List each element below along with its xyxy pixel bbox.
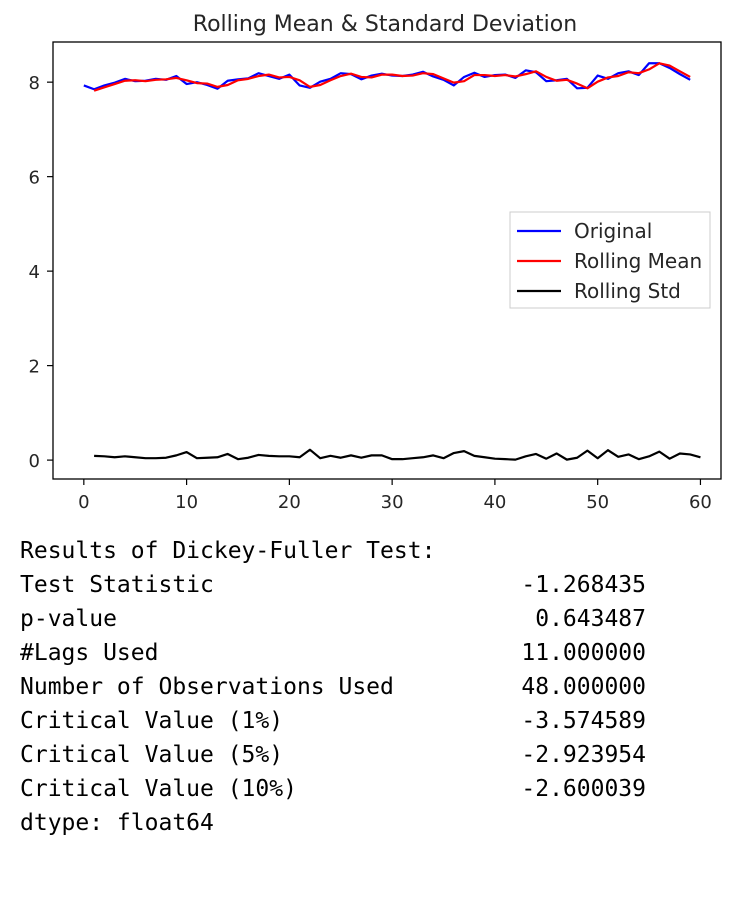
adf-row: Critical Value (1%) -3.574589 — [20, 704, 740, 738]
adf-row: Number of Observations Used 48.000000 — [20, 670, 740, 704]
dickey-fuller-results: Results of Dickey-Fuller Test: Test Stat… — [20, 534, 740, 840]
x-tick-label: 0 — [78, 492, 89, 513]
adf-row-value: -3.574589 — [521, 708, 646, 734]
chart-title: Rolling Mean & Standard Deviation — [193, 12, 577, 37]
legend-label-rolling-mean: Rolling Mean — [574, 249, 702, 273]
y-tick-label: 2 — [29, 357, 40, 378]
adf-rows: Test Statistic -1.268435 p-value 0.643487 #L… — [20, 568, 740, 806]
adf-row-label: Critical Value (5%) — [20, 742, 284, 768]
x-tick-label: 10 — [175, 492, 198, 513]
adf-dtype: dtype: float64 — [20, 810, 214, 836]
adf-row: Critical Value (5%) -2.923954 — [20, 738, 740, 772]
adf-row-value: -2.600039 — [521, 776, 646, 802]
adf-row-label: Test Statistic — [20, 572, 214, 598]
y-tick-label: 6 — [29, 168, 40, 189]
y-tick-label: 8 — [29, 73, 40, 94]
x-tick-label: 50 — [586, 492, 609, 513]
adf-row-label: #Lags Used — [20, 640, 159, 666]
y-tick-label: 4 — [29, 262, 40, 283]
adf-row: Test Statistic -1.268435 — [20, 568, 740, 602]
legend-label-rolling-std: Rolling Std — [574, 279, 681, 303]
x-tick-label: 30 — [381, 492, 404, 513]
plot-lines — [83, 62, 701, 461]
series-line-rolling-mean — [93, 62, 691, 92]
y-tick-label: 0 — [29, 451, 40, 472]
adf-row-value: -2.923954 — [521, 742, 646, 768]
adf-row: #Lags Used 11.000000 — [20, 636, 740, 670]
legend: Original Rolling Mean Rolling Std — [509, 211, 711, 309]
adf-row-label: Critical Value (10%) — [20, 776, 297, 802]
adf-row-value: 11.000000 — [521, 640, 646, 666]
x-tick-label: 60 — [689, 492, 712, 513]
x-axis: 0 10 20 30 40 50 60 — [78, 479, 712, 513]
plot-frame — [52, 41, 722, 480]
adf-header: Results of Dickey-Fuller Test: — [20, 538, 436, 564]
series-line-rolling-std — [94, 448, 701, 461]
y-axis: 0 2 4 6 8 — [29, 73, 53, 472]
adf-row-label: Critical Value (1%) — [20, 708, 284, 734]
adf-row-value: 48.000000 — [521, 674, 646, 700]
legend-label-original: Original — [574, 219, 652, 243]
x-tick-label: 40 — [483, 492, 506, 513]
x-tick-label: 20 — [278, 492, 301, 513]
adf-row-value: -1.268435 — [521, 572, 646, 598]
series-line-original — [83, 62, 691, 91]
adf-row: p-value 0.643487 — [20, 602, 740, 636]
adf-row-label: p-value — [20, 606, 117, 632]
adf-row: Critical Value (10%) -2.600039 — [20, 772, 740, 806]
adf-row-label: Number of Observations Used — [20, 674, 394, 700]
adf-row-value: 0.643487 — [535, 606, 646, 632]
rolling-stats-chart: Rolling Mean & Standard Deviation 0 10 20 3… — [29, 12, 722, 513]
